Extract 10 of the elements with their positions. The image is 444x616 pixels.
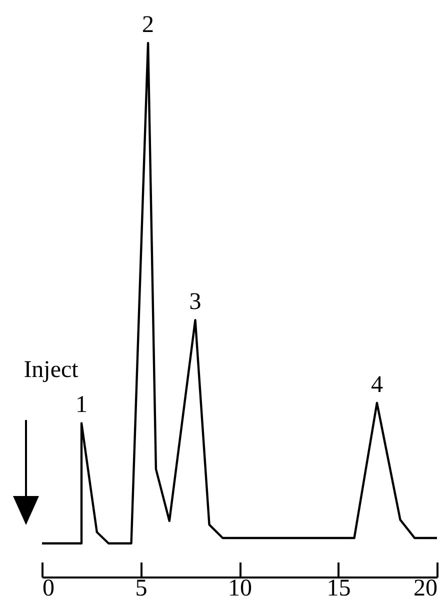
x-tick-label: 15 xyxy=(326,576,351,602)
x-tick-label: 5 xyxy=(135,576,148,602)
annotation: 4 xyxy=(370,372,383,398)
annotation: 2 xyxy=(142,12,154,38)
x-tick-label: 0 xyxy=(42,576,54,602)
x-tick-label: 10 xyxy=(228,576,252,602)
annotation: Inject xyxy=(24,357,79,383)
annotation: 3 xyxy=(189,289,202,316)
x-tick-label: 20 xyxy=(414,576,438,602)
annotation: 1 xyxy=(76,392,88,418)
